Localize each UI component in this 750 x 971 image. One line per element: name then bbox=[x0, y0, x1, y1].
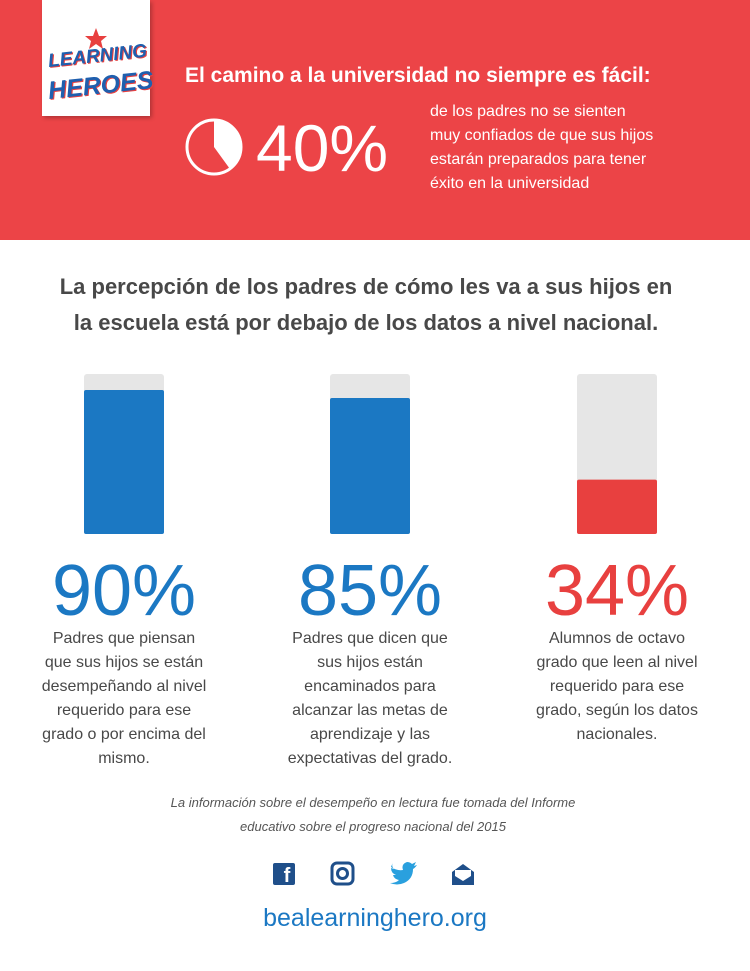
section-heading: la escuela está por debajo de los datos … bbox=[73, 310, 659, 335]
header-description: estarán preparados para tener bbox=[430, 151, 647, 168]
header-title: El camino a la universidad no siempre es… bbox=[185, 64, 651, 87]
footnote: La información sobre el desempeño en lec… bbox=[170, 795, 576, 810]
bar-fill bbox=[84, 390, 164, 534]
stat-description: nacionales. bbox=[576, 726, 658, 743]
stat-value: 34% bbox=[544, 551, 690, 631]
stat-description: requerido para ese bbox=[56, 702, 192, 719]
header-percent: 40% bbox=[256, 111, 389, 185]
header-description: de los padres no se sienten bbox=[430, 103, 626, 120]
stat-description: grado que leen al nivel bbox=[536, 654, 698, 671]
pie-slice bbox=[214, 120, 241, 169]
facebook-icon[interactable] bbox=[273, 863, 295, 885]
instagram-lens bbox=[336, 867, 349, 880]
stat-description: Padres que piensan bbox=[52, 630, 196, 647]
header-description: muy confiados de que sus hijos bbox=[430, 127, 654, 144]
header-description: éxito en la universidad bbox=[430, 175, 590, 192]
stat-description: mismo. bbox=[98, 750, 150, 767]
stat-description: grado o por encima del bbox=[42, 726, 206, 743]
stat-description: encaminados para bbox=[304, 678, 436, 695]
stat-description: aprendizaje y las bbox=[309, 726, 431, 743]
website-url: bealearninghero.org bbox=[263, 904, 487, 932]
facebook-glyph: f bbox=[284, 865, 291, 887]
footnote: educativo sobre el progreso nacional del… bbox=[240, 819, 506, 834]
stat-description: Alumnos de octavo bbox=[548, 630, 686, 647]
social-icons: f bbox=[273, 861, 474, 887]
stat-value: 85% bbox=[297, 551, 443, 631]
stat-description: desempeñando al nivel bbox=[41, 678, 207, 695]
logo-star bbox=[85, 28, 107, 49]
stat-description: que sus hijos se están bbox=[44, 654, 204, 671]
stat-description: Padres que dicen que bbox=[292, 630, 448, 647]
bar-fill bbox=[330, 398, 410, 534]
stat-description: alcanzar las metas de bbox=[292, 702, 448, 719]
stat-description: expectativas del grado. bbox=[287, 750, 453, 767]
logo-tag bbox=[42, 0, 150, 116]
stat-description: grado, según los datos bbox=[536, 702, 698, 719]
stat-value: 90% bbox=[51, 551, 197, 631]
section-heading: La percepción de los padres de cómo les … bbox=[59, 274, 673, 299]
twitter-icon[interactable] bbox=[390, 862, 417, 885]
email-letter bbox=[455, 870, 471, 881]
stat-description: sus hijos están bbox=[317, 654, 423, 671]
stat-description: requerido para ese bbox=[549, 678, 685, 695]
instagram-icon[interactable] bbox=[330, 861, 355, 886]
bar-fill bbox=[577, 479, 657, 534]
